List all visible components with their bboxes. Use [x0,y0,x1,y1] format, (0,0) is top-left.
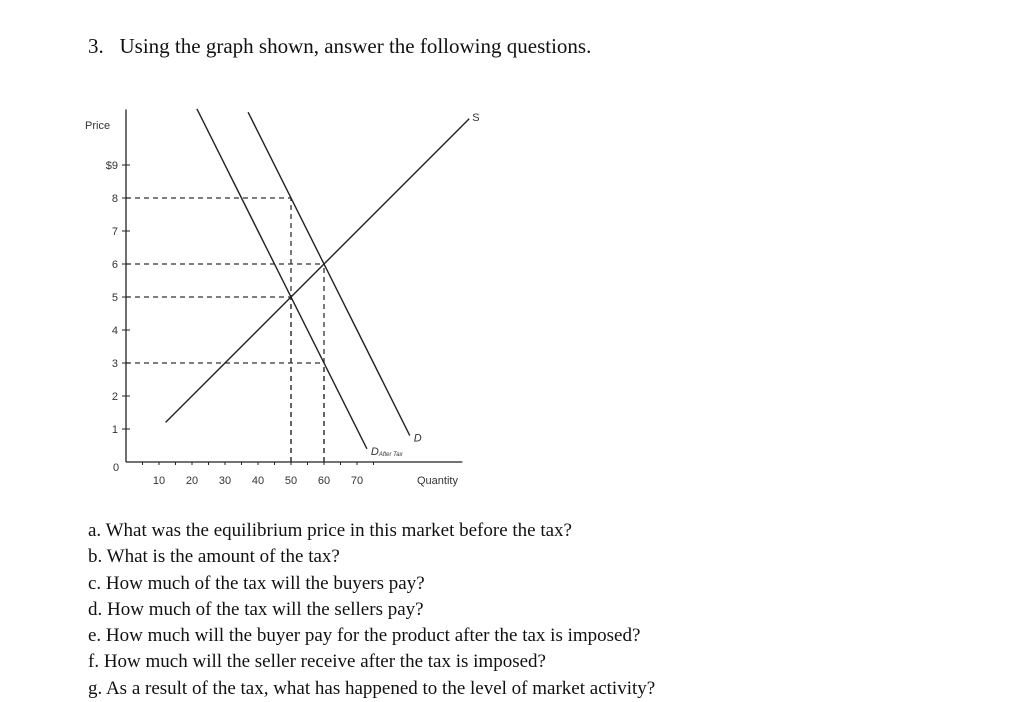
x-tick-label: 40 [252,475,264,487]
x-tick-label: 20 [186,475,198,487]
x-tick-label: 30 [219,475,231,487]
d-after-tax-curve [196,108,368,450]
question-list: a. What was the equilibrium price in thi… [88,518,655,702]
d-curve [247,111,411,436]
question-a: a. What was the equilibrium price in thi… [88,520,572,541]
y-tick-label: 7 [112,226,118,238]
y-tick-label: 5 [112,292,118,304]
question-e: e. How much will the buyer pay for the p… [88,625,641,647]
supply-demand-chart: 1 2 3 4 5 6 7 8 $9 10 20 30 40 50 60 70 S D DAfter Tax Pr… [85,108,480,487]
d-label: D [414,433,422,445]
s-label: S [472,112,479,124]
x-tick-label: 70 [351,475,363,487]
question-b: b. What is the amount of the tax? [88,546,340,568]
y-tick-label: 8 [112,193,118,205]
y-tick-label: 6 [112,259,118,271]
x-tick-label: 10 [153,475,165,487]
question-g: g. As a result of the tax, what has happ… [88,677,656,699]
x-tick-label: 60 [318,475,330,487]
d-after-tax-label: DAfter Tax [371,446,404,458]
after-tax-subscript: After Tax [378,452,404,458]
x-axis-label: Quantity [417,475,458,487]
question-c: c. How much of the tax will the buyers p… [88,572,425,594]
y-axis-label: Price [85,120,110,132]
y-tick-label: 3 [112,358,118,370]
x-tick-label: 50 [285,475,297,487]
y-tick-label: 2 [112,391,118,403]
question-f: f. How much will the seller receive afte… [88,651,546,673]
y-tick-label: 4 [112,325,118,337]
question-d: d. How much of the tax will the sellers … [88,598,424,620]
y-tick-label: $9 [106,160,118,172]
s-curve [165,118,470,423]
question-title: 3. Using the graph shown, answer the fol… [88,34,592,58]
y-tick-label: 1 [112,424,118,436]
origin-label: 0 [113,462,119,474]
